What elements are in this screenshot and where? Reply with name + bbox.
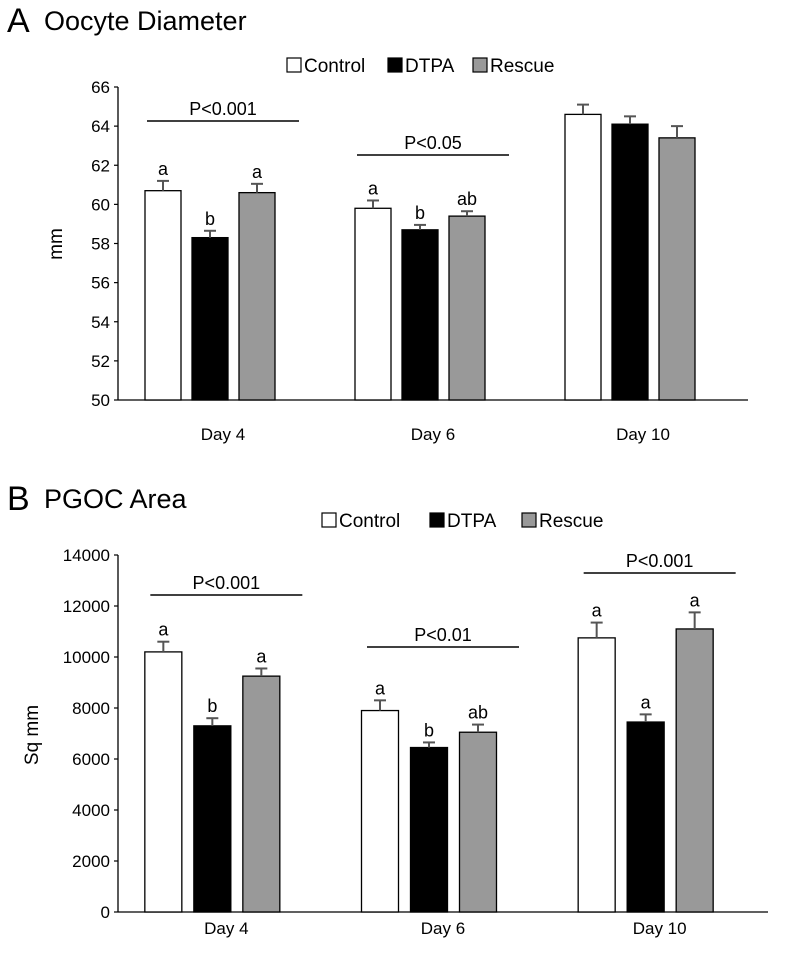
- bar-control-2: [564, 113, 602, 401]
- bar-dtpa-0: [193, 725, 232, 913]
- y-tick-label: 4000: [72, 801, 110, 820]
- bar-dtpa-1: [401, 229, 439, 401]
- y-tick-label: 0: [101, 903, 110, 922]
- bar-control-1: [360, 709, 400, 913]
- p-value-label: P<0.05: [404, 133, 462, 153]
- y-tick-label: 56: [91, 274, 110, 293]
- x-tick-label: Day 4: [201, 425, 245, 444]
- legend-label-control: Control: [304, 56, 365, 77]
- legend-swatch-control: [321, 512, 337, 528]
- legend: Control DTPA Rescue: [286, 56, 554, 77]
- y-tick-label: 54: [91, 313, 110, 332]
- bar-control-2: [577, 637, 616, 913]
- bar-dtpa-2: [611, 123, 649, 401]
- y-tick-label: 6000: [72, 750, 110, 769]
- significance-label: b: [205, 209, 215, 229]
- p-value-label: P<0.001: [189, 99, 257, 119]
- chart-panel-B: B PGOC Area Control DTPA Rescue 0 2000 4000 6000…: [7, 480, 768, 938]
- legend-label-dtpa: DTPA: [405, 56, 455, 77]
- bar-dtpa-0: [191, 236, 229, 401]
- chart-title: Oocyte Diameter: [44, 6, 247, 36]
- significance-label: b: [424, 720, 434, 740]
- significance-label: a: [690, 590, 701, 610]
- legend-swatch-dtpa: [387, 57, 403, 73]
- p-value-label: P<0.001: [626, 551, 694, 571]
- legend-swatch-rescue: [521, 512, 537, 528]
- y-tick-label: 64: [91, 117, 110, 136]
- legend-label-control: Control: [339, 511, 400, 532]
- bar-rescue-2: [675, 628, 714, 913]
- legend-swatch-control: [286, 57, 302, 73]
- p-value-label: P<0.01: [414, 625, 472, 645]
- bar-control-0: [144, 651, 183, 913]
- legend-swatch-dtpa: [429, 512, 445, 528]
- bar-rescue-2: [658, 137, 696, 401]
- y-tick-label: 50: [91, 391, 110, 410]
- significance-label: ab: [457, 189, 477, 209]
- y-tick-label: 14000: [63, 546, 110, 565]
- x-tick-label: Day 4: [204, 919, 248, 938]
- significance-label: a: [641, 692, 652, 712]
- significance-label: b: [415, 203, 425, 223]
- significance-label: b: [207, 696, 217, 716]
- y-tick-label: 60: [91, 195, 110, 214]
- y-tick-label: 2000: [72, 852, 110, 871]
- significance-label: a: [375, 678, 386, 698]
- bar-rescue-1: [458, 731, 498, 913]
- bar-control-1: [354, 207, 392, 401]
- legend-label-rescue: Rescue: [539, 511, 603, 532]
- significance-label: a: [256, 646, 267, 666]
- x-tick-label: Day 6: [411, 425, 455, 444]
- x-tick-label: Day 10: [633, 919, 687, 938]
- y-tick-label: 62: [91, 156, 110, 175]
- legend: Control DTPA Rescue: [321, 511, 603, 532]
- significance-label: ab: [468, 703, 488, 723]
- y-tick-label: 12000: [63, 597, 110, 616]
- legend-label-rescue: Rescue: [490, 56, 554, 77]
- significance-label: a: [368, 178, 379, 198]
- y-axis-label: Sq mm: [22, 705, 43, 765]
- bar-rescue-0: [242, 675, 281, 913]
- x-tick-label: Day 6: [421, 919, 465, 938]
- panel-letter: B: [7, 480, 30, 518]
- y-tick-label: 10000: [63, 648, 110, 667]
- bar-rescue-1: [448, 215, 486, 401]
- bar-dtpa-1: [409, 746, 449, 913]
- bar-dtpa-2: [626, 721, 665, 913]
- panel-letter: A: [7, 2, 30, 40]
- significance-label: a: [158, 159, 169, 179]
- y-tick-label: 52: [91, 352, 110, 371]
- chart-panel-A: A Oocyte Diameter Control DTPA Rescue 50 52 54 5…: [7, 2, 748, 444]
- y-tick-label: 66: [91, 78, 110, 97]
- chart-title: PGOC Area: [44, 484, 188, 514]
- bar-rescue-0: [238, 191, 276, 401]
- y-tick-label: 8000: [72, 699, 110, 718]
- y-axis-label: mm: [46, 228, 67, 260]
- p-value-label: P<0.001: [193, 573, 261, 593]
- x-tick-label: Day 10: [616, 425, 670, 444]
- legend-swatch-rescue: [472, 57, 488, 73]
- significance-label: a: [158, 620, 169, 640]
- bar-control-0: [144, 190, 182, 401]
- significance-label: a: [592, 601, 603, 621]
- legend-label-dtpa: DTPA: [447, 511, 497, 532]
- significance-label: a: [252, 162, 263, 182]
- y-tick-label: 58: [91, 235, 110, 254]
